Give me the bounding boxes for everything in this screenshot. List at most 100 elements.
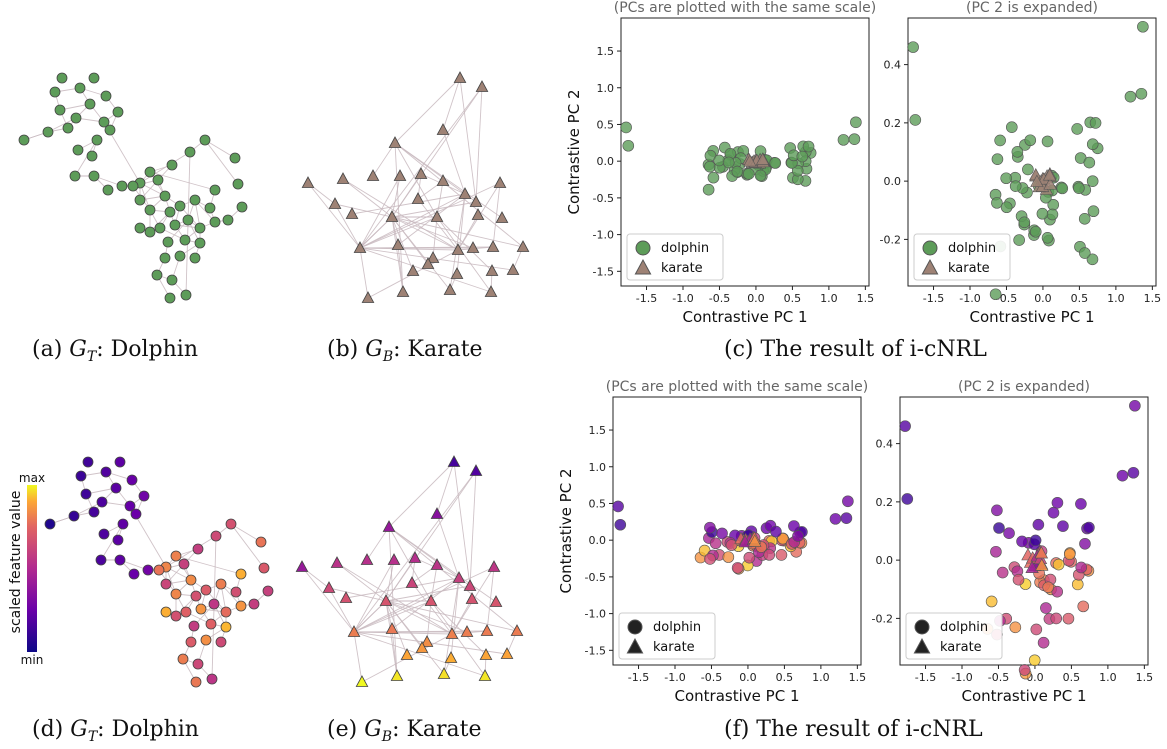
network-edge bbox=[385, 600, 518, 632]
network-edge bbox=[442, 129, 466, 195]
karate-node bbox=[390, 669, 404, 681]
caption-c: (c) The result of i-cNRL bbox=[724, 337, 987, 362]
karate-point bbox=[755, 152, 770, 165]
karate-node bbox=[495, 211, 509, 223]
network-edge bbox=[391, 216, 404, 293]
network-edge bbox=[353, 631, 363, 683]
network-edge bbox=[450, 577, 460, 659]
dolphin-node bbox=[178, 558, 190, 570]
y-tick-label: -1.5 bbox=[593, 265, 614, 278]
y-tick-label: 1.5 bbox=[589, 424, 607, 437]
caption-e: (e) GB: Karate bbox=[327, 717, 482, 745]
network-edge bbox=[385, 600, 468, 633]
karate-node bbox=[415, 641, 429, 653]
karate-node bbox=[480, 624, 494, 636]
karate-point bbox=[1035, 558, 1049, 571]
karate-node bbox=[443, 283, 457, 295]
dolphin-node bbox=[117, 518, 129, 530]
dolphin-node bbox=[62, 122, 74, 134]
karate-node bbox=[353, 241, 367, 253]
dolphin-point bbox=[1124, 90, 1137, 103]
network-edge bbox=[430, 600, 487, 656]
karate-node bbox=[436, 123, 450, 135]
legend-karate-marker bbox=[626, 637, 644, 654]
x-tick-label: 0.0 bbox=[1034, 292, 1052, 305]
dolphin-node bbox=[82, 456, 94, 468]
karate-node bbox=[339, 591, 353, 603]
dolphin-point bbox=[612, 500, 624, 513]
network-edge bbox=[359, 193, 466, 249]
dolphin-point bbox=[792, 530, 804, 542]
network-edge bbox=[391, 216, 451, 291]
network-edge bbox=[204, 139, 236, 159]
dolphin-node bbox=[102, 184, 114, 196]
dolphin-node bbox=[194, 237, 206, 249]
dolphin-node bbox=[116, 180, 128, 192]
dolphin-node bbox=[151, 269, 163, 281]
y-tick-label: 0.0 bbox=[884, 175, 902, 188]
dolphin-node bbox=[200, 584, 212, 596]
network-edge bbox=[342, 178, 459, 251]
network-edge bbox=[385, 600, 453, 635]
dolphin-node bbox=[54, 104, 66, 116]
network-edge bbox=[430, 564, 438, 602]
network-edge bbox=[394, 142, 524, 248]
karate-node bbox=[391, 238, 405, 250]
network-edge bbox=[388, 526, 497, 603]
karate-node bbox=[437, 667, 451, 679]
dolphin-node bbox=[185, 636, 197, 648]
karate-node bbox=[506, 263, 520, 275]
dolphin-node bbox=[114, 554, 126, 566]
dolphin-point bbox=[1042, 581, 1055, 594]
karate-node bbox=[301, 176, 315, 188]
dolphin-point bbox=[1086, 175, 1099, 187]
dolphin-point bbox=[1012, 573, 1025, 586]
x-tick-label: 1.0 bbox=[1107, 292, 1125, 305]
dolphin-node bbox=[164, 206, 176, 218]
x-tick-label: -0.5 bbox=[709, 292, 730, 305]
dolphin-node bbox=[127, 180, 139, 192]
dolphin-point bbox=[1018, 216, 1031, 229]
dolphin-node bbox=[88, 170, 100, 182]
dolphin-node bbox=[180, 289, 192, 301]
karate-node bbox=[345, 207, 359, 219]
karate-node bbox=[451, 243, 465, 255]
network-edge bbox=[230, 523, 262, 543]
x-axis-label: Contrastive PC 1 bbox=[962, 687, 1087, 705]
dolphin-point bbox=[704, 553, 716, 565]
dolphin-point bbox=[1013, 234, 1025, 246]
dolphin-node bbox=[248, 598, 260, 610]
dolphin-node bbox=[49, 86, 61, 98]
y-tick-label: -1.5 bbox=[585, 644, 606, 657]
network-edge bbox=[417, 198, 459, 251]
dolphin-node bbox=[179, 234, 191, 246]
network-edge bbox=[436, 461, 455, 515]
x-tick-label: 1.5 bbox=[849, 671, 867, 684]
y-tick-label: 0.2 bbox=[884, 117, 902, 130]
y-axis-label: Contrastive PC 2 bbox=[557, 469, 575, 594]
dolphin-node bbox=[100, 466, 112, 478]
caption-d: (d) GT: Dolphin bbox=[32, 717, 199, 745]
legend bbox=[626, 233, 724, 281]
karate-node bbox=[471, 208, 485, 220]
network-edge bbox=[388, 461, 455, 528]
network-edge bbox=[328, 587, 355, 633]
karate-node bbox=[420, 635, 434, 647]
karate-network-colored bbox=[295, 455, 524, 687]
dolphin-point bbox=[731, 165, 744, 178]
caption-b: (b) GB: Karate bbox=[327, 337, 483, 365]
network-edge bbox=[204, 139, 239, 185]
legend-karate-marker bbox=[913, 637, 931, 654]
karate-node bbox=[360, 553, 374, 565]
x-tick-label: 0.5 bbox=[1063, 671, 1081, 684]
dolphin-node bbox=[112, 106, 124, 118]
dolphin-point bbox=[1083, 521, 1095, 534]
network-edge bbox=[385, 600, 408, 656]
x-tick-label: 1.5 bbox=[1144, 292, 1162, 305]
dolphin-point bbox=[991, 197, 1003, 209]
legend-dolphin-marker bbox=[627, 619, 643, 635]
dolphin-node bbox=[114, 456, 126, 468]
dolphin-network-colored bbox=[44, 456, 274, 688]
dolphin-node bbox=[192, 543, 204, 555]
dolphin-node bbox=[98, 116, 110, 128]
